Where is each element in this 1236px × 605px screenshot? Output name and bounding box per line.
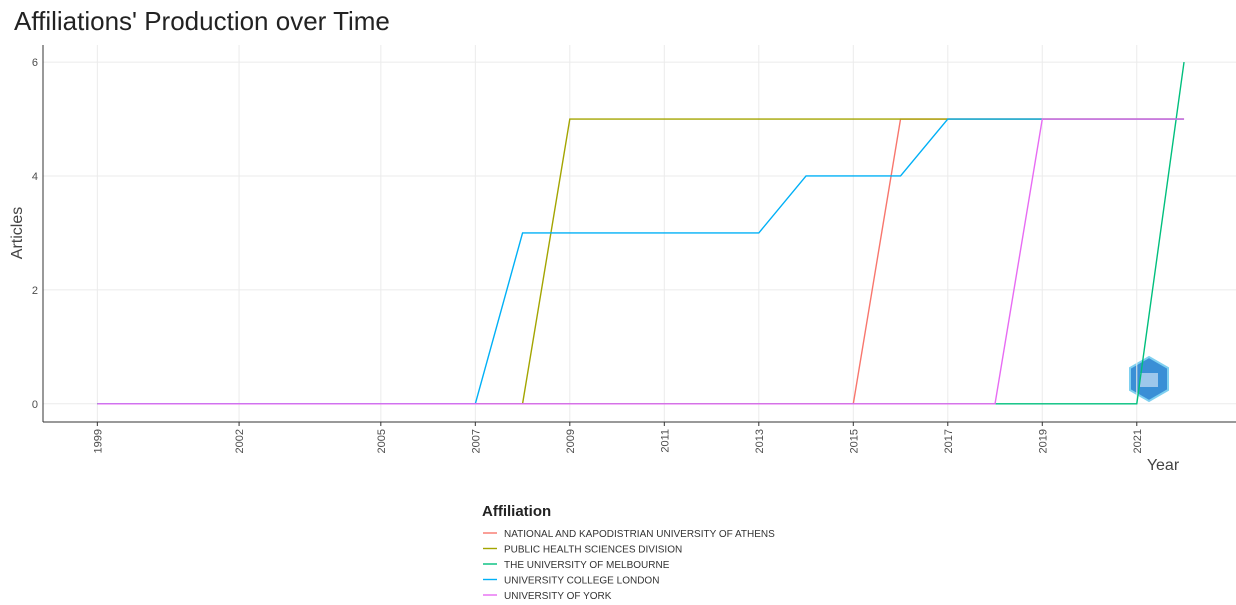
legend-label: THE UNIVERSITY OF MELBOURNE [504, 560, 670, 571]
x-tick-label: 2009 [565, 429, 577, 453]
y-tick-label: 2 [32, 285, 38, 297]
legend-title: Affiliation [482, 503, 551, 520]
x-tick-label: 2007 [470, 429, 482, 453]
x-tick-label: 2011 [659, 429, 671, 453]
watermark [1129, 355, 1169, 403]
x-tick-label: 2019 [1037, 429, 1049, 453]
x-tick-label: 2017 [943, 429, 955, 453]
y-tick-label: 0 [32, 399, 38, 411]
legend-label: PUBLIC HEALTH SCIENCES DIVISION [504, 545, 682, 556]
series-line [97, 118, 1185, 405]
series-line [97, 118, 1185, 405]
legend-label: NATIONAL AND KAPODISTRIAN UNIVERSITY OF … [504, 529, 775, 540]
x-tick-label: 2021 [1132, 429, 1144, 453]
y-axis-title: Articles [9, 207, 26, 259]
y-tick-label: 6 [32, 57, 38, 69]
x-tick-label: 2015 [848, 429, 860, 453]
x-tick-label: 2005 [376, 429, 388, 453]
series-line [97, 118, 1185, 405]
x-axis-title: Year [1147, 457, 1180, 474]
x-tick-label: 1999 [92, 429, 104, 453]
x-tick-label: 2013 [754, 429, 766, 453]
series-line [97, 118, 1185, 405]
legend-label: UNIVERSITY COLLEGE LONDON [504, 576, 659, 587]
y-tick-label: 4 [32, 171, 38, 183]
x-tick-label: 2002 [234, 429, 246, 453]
chart-title: Affiliations' Production over Time [14, 6, 390, 36]
legend-label: UNIVERSITY OF YORK [504, 591, 612, 602]
